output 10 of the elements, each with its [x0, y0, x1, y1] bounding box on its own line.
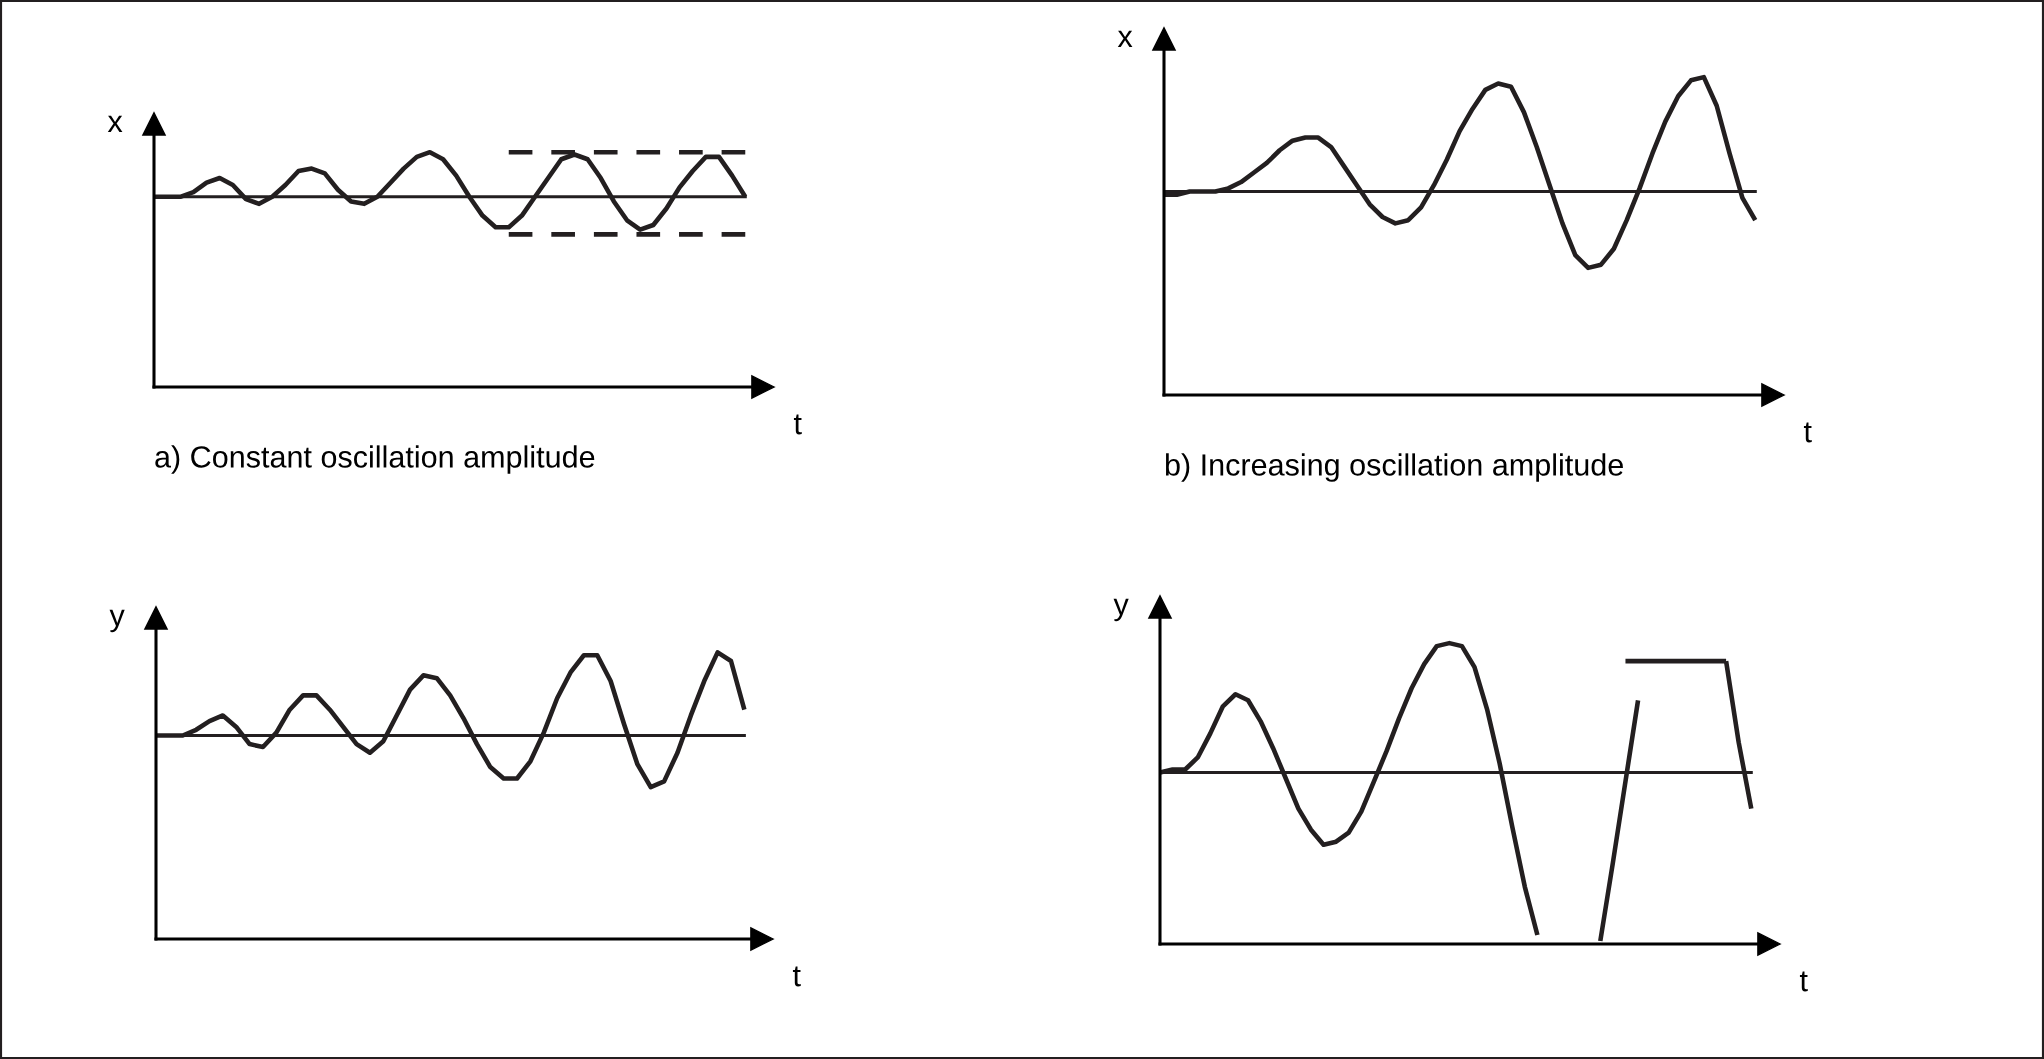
text: a) Constant oscillation amplitude — [155, 445, 595, 474]
text: b) Increasing oscillation amplitude — [1165, 453, 1623, 482]
x-axis-title: t — [793, 414, 802, 435]
y-axis-title: y — [109, 609, 125, 633]
x-axis-title: t — [1803, 422, 1812, 443]
x-axis-title: t — [1799, 971, 1808, 992]
y-axis-title: x — [107, 115, 123, 132]
x-axis-title: t — [792, 966, 801, 987]
y-axis-title: x — [1117, 30, 1133, 47]
y-axis-title: y — [1113, 598, 1129, 622]
